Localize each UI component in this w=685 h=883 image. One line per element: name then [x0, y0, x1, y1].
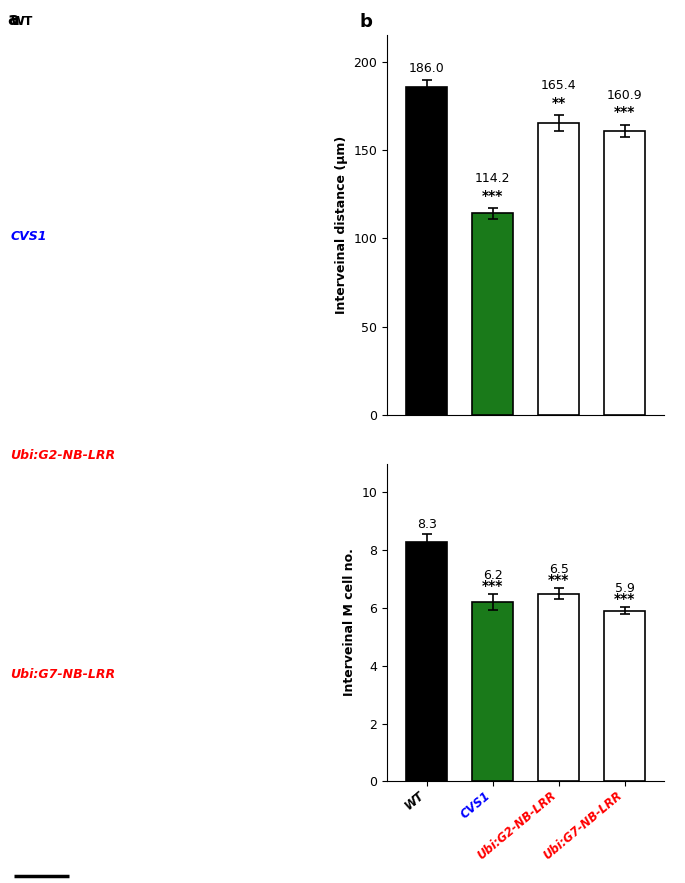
Text: ***: ***: [614, 105, 636, 119]
Bar: [406, 87, 447, 415]
Text: 6.2: 6.2: [483, 569, 503, 582]
Text: ***: ***: [482, 189, 503, 203]
Bar: [7, 664, 336, 864]
Bar: [7, 225, 336, 437]
Bar: [604, 131, 645, 415]
Text: 5.9: 5.9: [615, 583, 635, 595]
Bar: [604, 611, 645, 781]
Text: 186.0: 186.0: [409, 62, 445, 75]
Text: 8.3: 8.3: [416, 518, 436, 532]
Text: 114.2: 114.2: [475, 172, 510, 185]
Text: Ubi:G2-NB-LRR: Ubi:G2-NB-LRR: [10, 449, 115, 462]
Bar: [472, 214, 513, 415]
Bar: [406, 541, 447, 781]
Bar: [7, 444, 336, 655]
Text: 160.9: 160.9: [607, 88, 643, 102]
Text: WT: WT: [10, 15, 33, 28]
Text: CVS1: CVS1: [10, 230, 47, 243]
Text: ***: ***: [548, 573, 569, 587]
Text: **: **: [551, 95, 566, 109]
Y-axis label: Interveinal M cell no.: Interveinal M cell no.: [343, 548, 356, 697]
Text: Ubi:G7-NB-LRR: Ubi:G7-NB-LRR: [10, 668, 115, 682]
Text: a: a: [7, 11, 19, 28]
Bar: [7, 11, 336, 212]
Text: 165.4: 165.4: [541, 79, 577, 92]
Bar: [538, 593, 580, 781]
Text: ***: ***: [482, 578, 503, 592]
Y-axis label: Interveinal distance (μm): Interveinal distance (μm): [335, 136, 348, 314]
Text: ***: ***: [614, 592, 636, 606]
Text: b: b: [360, 13, 373, 31]
Bar: [472, 602, 513, 781]
Bar: [538, 123, 580, 415]
Text: 6.5: 6.5: [549, 563, 569, 577]
